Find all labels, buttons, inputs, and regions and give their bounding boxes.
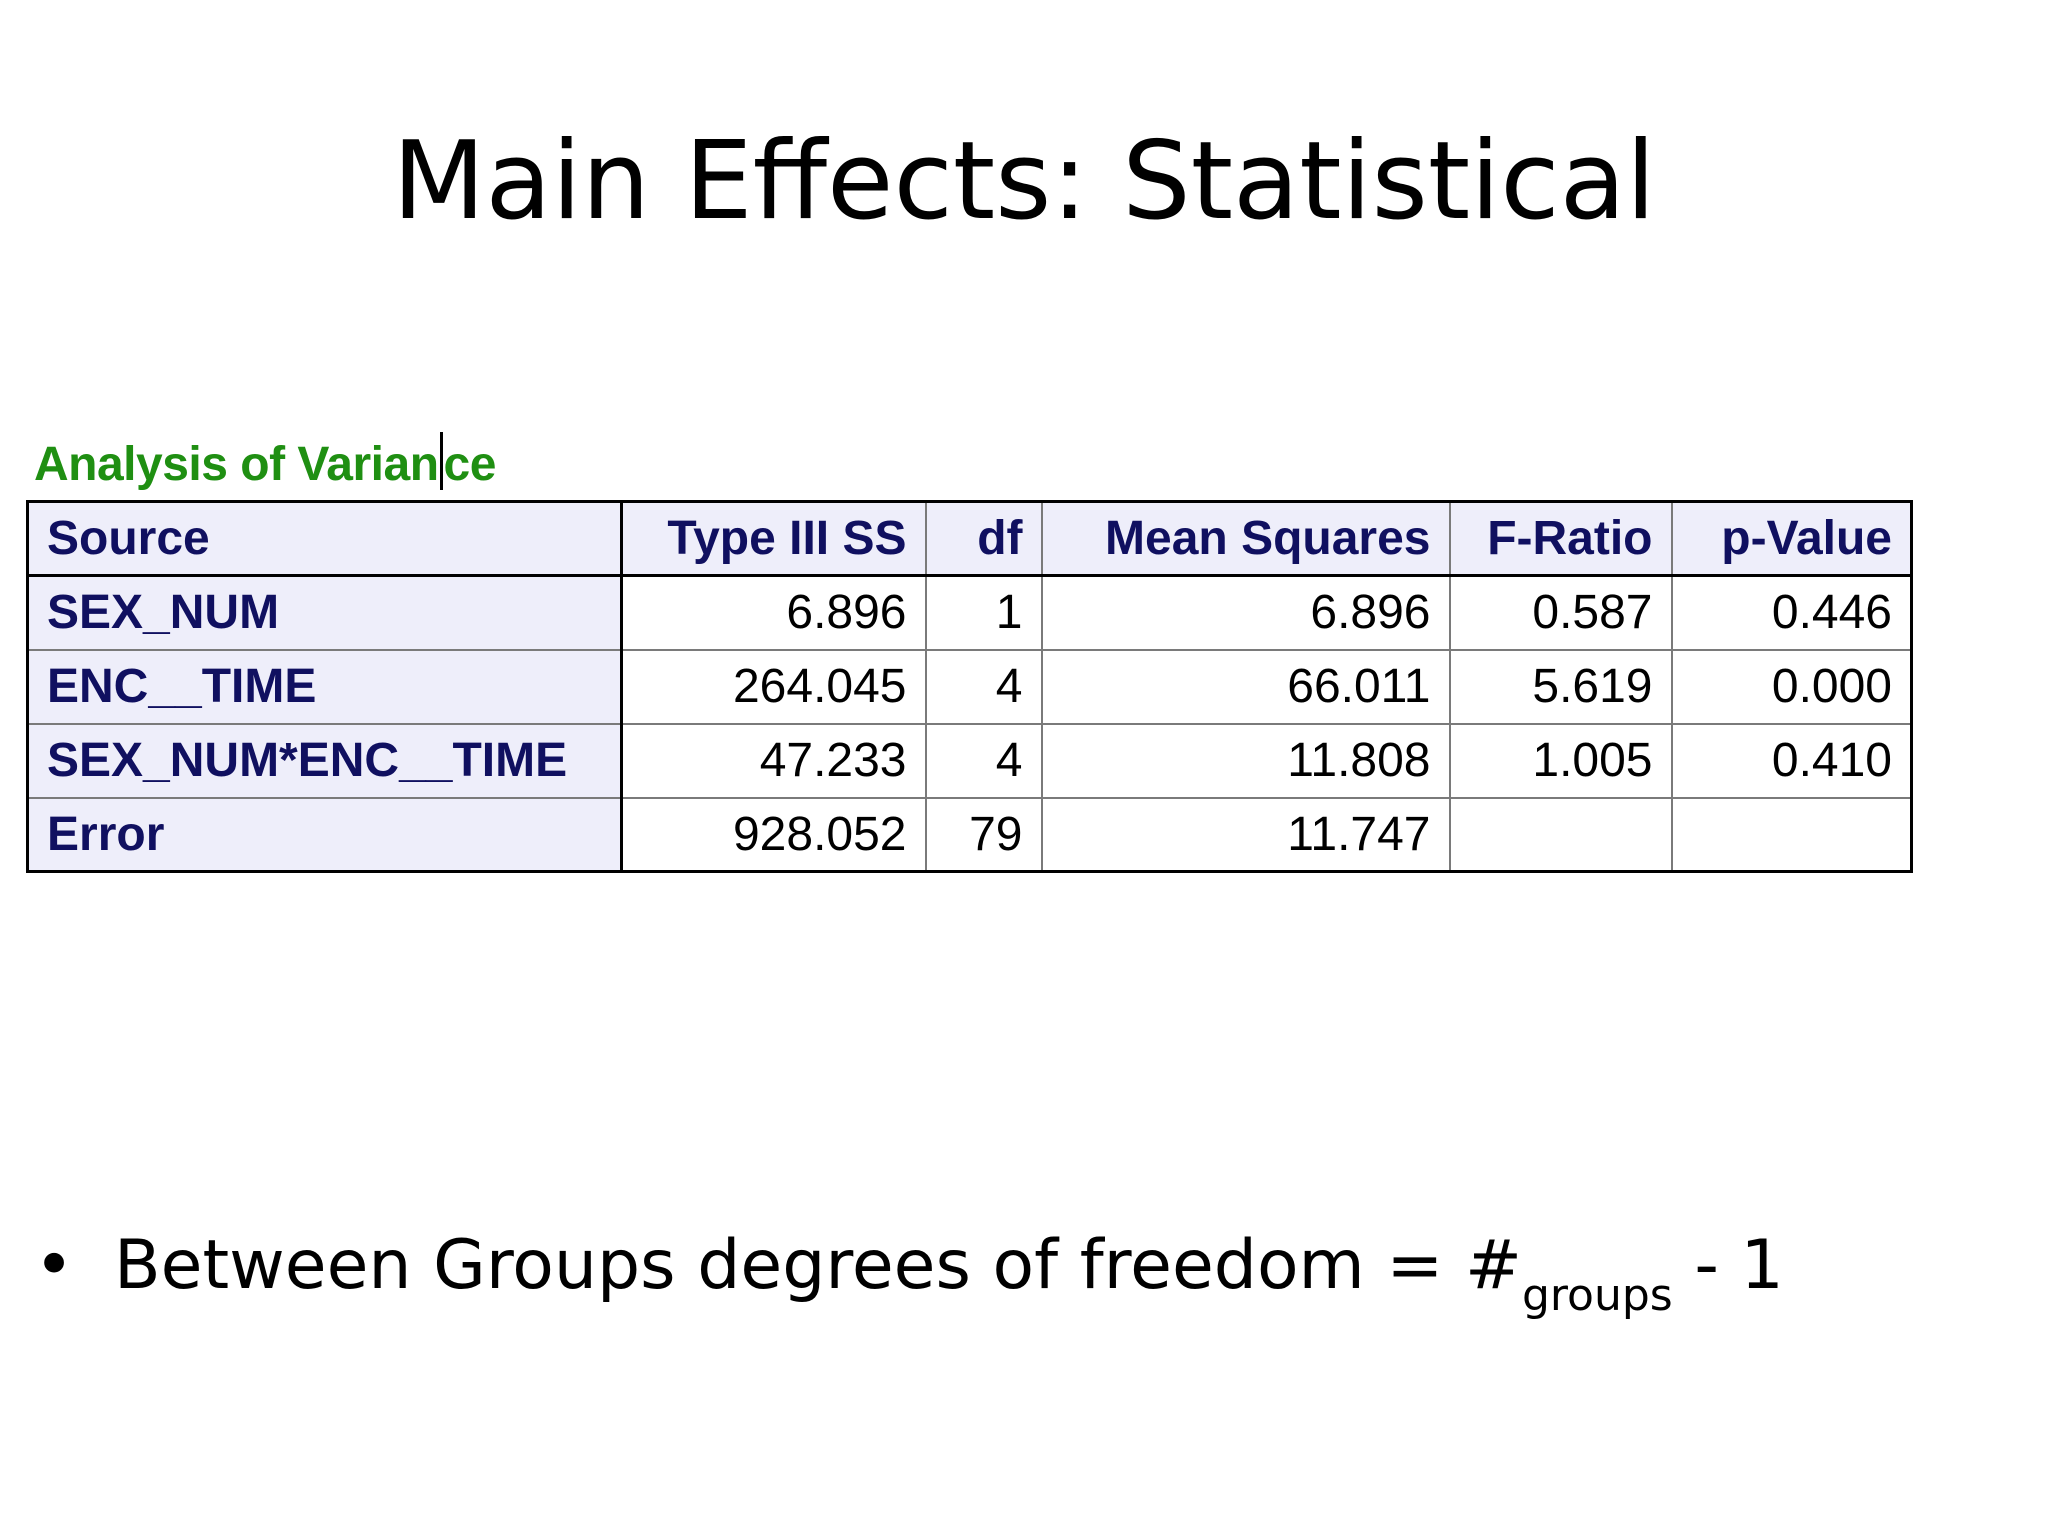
cell-ms: 11.808 — [1040, 722, 1451, 799]
cell-f-ratio: 0.587 — [1448, 574, 1673, 651]
anova-caption-text-start: Analysis of Varian — [34, 438, 439, 491]
cell-df: 4 — [924, 722, 1043, 799]
table-row: SEX_NUM 6.896 1 6.896 0.587 0.446 — [26, 574, 1913, 651]
header-df: df — [924, 500, 1043, 577]
cell-ss: 47.233 — [620, 722, 927, 799]
header-mean-squares: Mean Squares — [1040, 500, 1451, 577]
header-type-iii-ss: Type III SS — [620, 500, 927, 577]
bullet-text: Between Groups degrees of freedom = # — [114, 1226, 1522, 1305]
text-cursor — [439, 432, 443, 490]
anova-caption-text-end: ce — [443, 438, 497, 491]
bullet-suffix: - 1 — [1672, 1226, 1784, 1305]
cell-ms: 66.011 — [1040, 648, 1451, 725]
cell-p-value — [1670, 796, 1913, 873]
cell-ms: 6.896 — [1040, 574, 1451, 651]
cell-df: 79 — [924, 796, 1043, 873]
row-source: Error — [26, 796, 623, 873]
anova-header-row: Source Type III SS df Mean Squares F-Rat… — [26, 500, 1913, 577]
cell-f-ratio — [1448, 796, 1673, 873]
table-row: Error 928.052 79 11.747 — [26, 796, 1913, 873]
cell-ss: 264.045 — [620, 648, 927, 725]
header-source: Source — [26, 500, 623, 577]
row-source: SEX_NUM — [26, 574, 623, 651]
bullet-point: • Between Groups degrees of freedom = #gr… — [34, 1232, 1784, 1318]
anova-caption: Analysis of Varian ce — [34, 432, 496, 490]
cell-ss: 928.052 — [620, 796, 927, 873]
header-f-ratio: F-Ratio — [1448, 500, 1673, 577]
row-source: ENC__TIME — [26, 648, 623, 725]
cell-p-value: 0.000 — [1670, 648, 1913, 725]
cell-ms: 11.747 — [1040, 796, 1451, 873]
cell-df: 4 — [924, 648, 1043, 725]
table-row: SEX_NUM*ENC__TIME 47.233 4 11.808 1.005 … — [26, 722, 1913, 799]
cell-df: 1 — [924, 574, 1043, 651]
cell-f-ratio: 5.619 — [1448, 648, 1673, 725]
slide-title: Main Effects: Statistical — [392, 119, 1656, 244]
anova-table: Source Type III SS df Mean Squares F-Rat… — [26, 500, 1913, 873]
bullet-subscript: groups — [1521, 1270, 1673, 1321]
cell-f-ratio: 1.005 — [1448, 722, 1673, 799]
bullet-symbol: • — [34, 1226, 75, 1305]
cell-p-value: 0.446 — [1670, 574, 1913, 651]
row-source: SEX_NUM*ENC__TIME — [26, 722, 623, 799]
table-row: ENC__TIME 264.045 4 66.011 5.619 0.000 — [26, 648, 1913, 725]
cell-p-value: 0.410 — [1670, 722, 1913, 799]
header-p-value: p-Value — [1670, 500, 1913, 577]
cell-ss: 6.896 — [620, 574, 927, 651]
